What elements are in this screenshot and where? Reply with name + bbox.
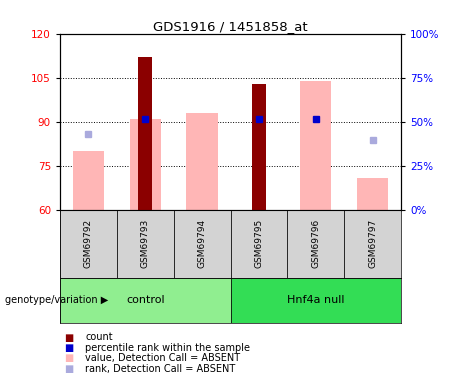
Bar: [60, 210, 117, 278]
Text: Hnf4a null: Hnf4a null: [287, 295, 344, 305]
Text: value, Detection Call = ABSENT: value, Detection Call = ABSENT: [85, 354, 240, 363]
Text: GSM69796: GSM69796: [311, 219, 320, 268]
Text: control: control: [126, 295, 165, 305]
Bar: [287, 210, 344, 278]
Bar: [252, 84, 266, 210]
Text: rank, Detection Call = ABSENT: rank, Detection Call = ABSENT: [85, 364, 236, 374]
Text: GSM69795: GSM69795: [254, 219, 263, 268]
Text: ■: ■: [65, 364, 74, 374]
Bar: [230, 210, 287, 278]
Text: GSM69794: GSM69794: [198, 219, 207, 268]
Bar: [186, 113, 218, 210]
Bar: [300, 81, 331, 210]
Bar: [174, 210, 230, 278]
Bar: [230, 278, 401, 322]
Bar: [73, 151, 104, 210]
Title: GDS1916 / 1451858_at: GDS1916 / 1451858_at: [153, 20, 308, 33]
Bar: [130, 119, 161, 210]
Bar: [60, 278, 230, 322]
Bar: [117, 210, 174, 278]
Text: GSM69792: GSM69792: [84, 219, 93, 268]
Text: GSM69797: GSM69797: [368, 219, 377, 268]
Bar: [138, 57, 152, 210]
Text: GSM69793: GSM69793: [141, 219, 150, 268]
Text: ■: ■: [65, 343, 74, 353]
Text: percentile rank within the sample: percentile rank within the sample: [85, 343, 250, 353]
Text: ■: ■: [65, 354, 74, 363]
Text: count: count: [85, 333, 113, 342]
Text: ■: ■: [65, 333, 74, 342]
Bar: [357, 178, 388, 210]
Bar: [344, 210, 401, 278]
Text: genotype/variation ▶: genotype/variation ▶: [5, 295, 108, 305]
